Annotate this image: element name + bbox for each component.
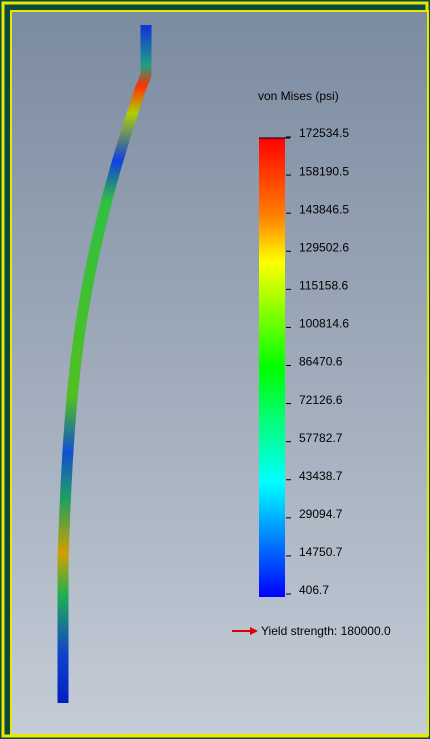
scale-tick-label: 100814.6 — [299, 317, 349, 331]
scale-tick-label: 57782.7 — [299, 431, 343, 445]
yield-label: Yield strength: 180000.0 — [261, 624, 391, 638]
scale-tick-label: 158190.5 — [299, 164, 349, 178]
scale-tick-label: 129502.6 — [299, 240, 349, 254]
scale-tick-label: 172534.5 — [299, 126, 349, 140]
scale-tick-label: 43438.7 — [299, 469, 343, 483]
result-view: von Mises (psi) 172534.5 158190.5 143846.5… — [0, 0, 430, 739]
legend-title: von Mises (psi) — [258, 89, 339, 103]
scale-tick-label: 14750.7 — [299, 545, 343, 559]
scale-tick-label: 406.7 — [299, 583, 329, 597]
scale-tick-label: 72126.6 — [299, 393, 343, 407]
scale-tick-label: 86470.6 — [299, 355, 343, 369]
scale-tick-label: 29094.7 — [299, 507, 343, 521]
color-scale — [259, 138, 285, 597]
scale-tick-label: 143846.5 — [299, 202, 349, 216]
scale-tick-label: 115158.6 — [299, 279, 348, 293]
